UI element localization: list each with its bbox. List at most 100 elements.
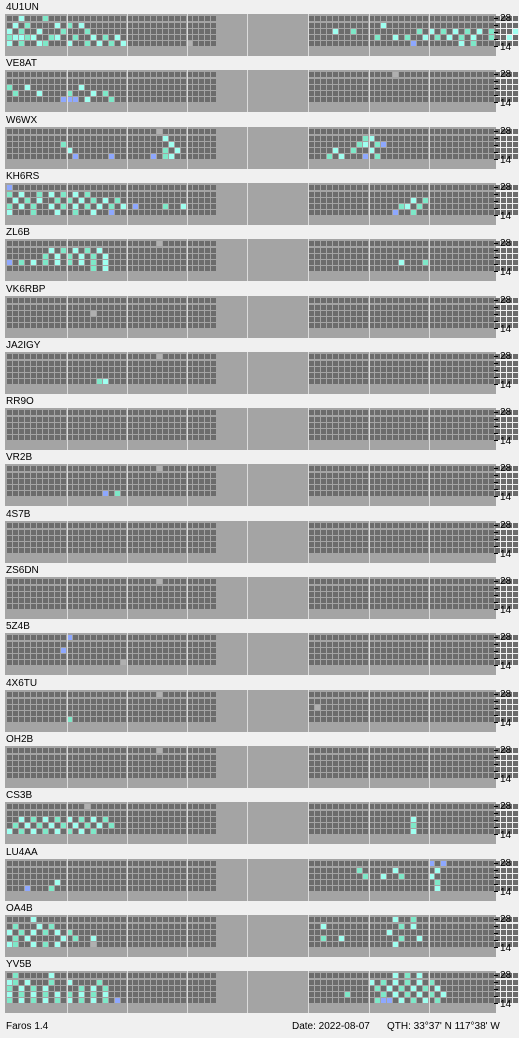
grid-cell — [411, 361, 416, 366]
grid-cell — [441, 323, 446, 328]
grid-cell — [513, 379, 518, 384]
grid-cell — [91, 579, 96, 584]
grid-cell — [49, 767, 54, 772]
grid-cell — [357, 692, 362, 697]
grid-cell — [19, 586, 24, 591]
station-callsign: ZS6DN — [6, 565, 39, 576]
grid-cell — [211, 410, 216, 415]
grid-cell — [145, 41, 150, 46]
grid-cell — [67, 154, 72, 159]
grid-cell — [507, 136, 512, 141]
grid-cell — [381, 136, 386, 141]
grid-cell — [31, 692, 36, 697]
grid-cell — [321, 642, 326, 647]
grid-cell — [121, 260, 126, 265]
grid-cell — [339, 248, 344, 253]
hour-separator — [67, 127, 68, 169]
grid-cell — [393, 473, 398, 478]
grid-cell — [187, 773, 192, 778]
grid-cell — [387, 266, 392, 271]
grid-cell — [37, 699, 42, 704]
grid-cell — [429, 410, 434, 415]
propagation-panel — [5, 464, 518, 506]
grid-cell — [151, 530, 156, 535]
grid-cell — [115, 29, 120, 34]
grid-cell — [73, 317, 78, 322]
grid-cell — [375, 210, 380, 215]
grid-cell — [453, 97, 458, 102]
grid-cell — [423, 241, 428, 246]
grid-cell — [411, 642, 416, 647]
grid-cell — [151, 466, 156, 471]
grid-cell — [103, 435, 108, 440]
grid-cell — [175, 466, 180, 471]
grid-cell — [507, 72, 512, 77]
grid-cell — [465, 79, 470, 84]
grid-cell — [211, 354, 216, 359]
grid-cell — [175, 429, 180, 434]
grid-cell — [43, 148, 48, 153]
grid-cell — [459, 466, 464, 471]
grid-cell — [61, 660, 66, 665]
grid-cell — [417, 79, 422, 84]
grid-cell — [157, 711, 162, 716]
grid-cell — [127, 305, 132, 310]
grid-cell — [79, 129, 84, 134]
grid-cell — [417, 417, 422, 422]
grid-cell — [103, 692, 108, 697]
grid-cell — [369, 16, 374, 21]
grid-cell — [175, 254, 180, 259]
grid-cell — [211, 699, 216, 704]
grid-cell — [55, 323, 60, 328]
grid-cell — [507, 491, 512, 496]
grid-cell — [43, 373, 48, 378]
grid-cell — [115, 542, 120, 547]
grid-cell — [453, 41, 458, 46]
grid-cell — [73, 361, 78, 366]
grid-cell — [351, 579, 356, 584]
grid-cell — [489, 367, 494, 372]
grid-cell — [151, 79, 156, 84]
grid-cell — [489, 579, 494, 584]
station-callsign: VK6RBP — [6, 284, 46, 295]
grid-cell — [7, 192, 12, 197]
hour-separator — [127, 577, 128, 619]
grid-cell — [477, 241, 482, 246]
hour-separator — [187, 408, 188, 450]
grid-cell — [327, 485, 332, 490]
grid-cell — [175, 435, 180, 440]
grid-cell — [513, 598, 518, 603]
grid-cell — [49, 654, 54, 659]
grid-cell — [7, 35, 12, 40]
grid-cell — [357, 72, 362, 77]
grid-cell — [435, 41, 440, 46]
grid-cell — [405, 248, 410, 253]
grid-cell — [423, 198, 428, 203]
grid-cell — [55, 29, 60, 34]
grid-cell — [187, 660, 192, 665]
grid-cell — [157, 136, 162, 141]
grid-cell — [387, 248, 392, 253]
grid-cell — [309, 717, 314, 722]
grid-cell — [13, 154, 18, 159]
grid-cell — [315, 41, 320, 46]
grid-cell — [139, 254, 144, 259]
grid-cell — [465, 210, 470, 215]
grid-cell — [393, 711, 398, 716]
grid-cell — [109, 761, 114, 766]
grid-cell — [501, 379, 506, 384]
grid-cell — [151, 260, 156, 265]
grid-cell — [139, 311, 144, 316]
grid-cell — [513, 711, 518, 716]
grid-cell — [91, 16, 96, 21]
grid-cell — [471, 579, 476, 584]
grid-cell — [369, 373, 374, 378]
grid-cell — [55, 748, 60, 753]
grid-cell — [321, 254, 326, 259]
grid-cell — [91, 755, 96, 760]
grid-cell — [139, 248, 144, 253]
grid-cell — [127, 579, 132, 584]
grid-cell — [199, 479, 204, 484]
grid-cell — [157, 185, 162, 190]
grid-cell — [321, 417, 326, 422]
